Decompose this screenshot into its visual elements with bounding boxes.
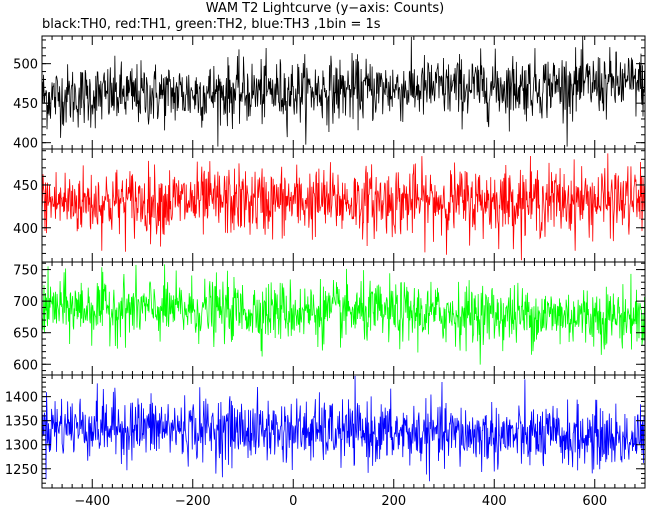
series-line-th1 (42, 153, 645, 261)
y-tick-label: 1250 (5, 463, 38, 478)
series-line-th3 (42, 375, 645, 482)
series-line-th2 (42, 264, 645, 365)
y-tick-label: 450 (13, 179, 38, 194)
x-tick-label: 600 (582, 494, 607, 505)
chart-title: WAM T2 Lightcurve (y−axis: Counts) (205, 1, 445, 16)
y-tick-label: 400 (13, 222, 38, 237)
series-line-th0 (42, 36, 645, 147)
y-tick-label: 400 (13, 137, 38, 152)
panel-th2: 600 650 700 750 (13, 261, 646, 376)
panel-th1: 400 450 (13, 148, 646, 263)
panel-th3: 1250 1300 1350 1400 (5, 374, 646, 489)
x-tick-label: 0 (289, 494, 297, 505)
y-tick-label: 500 (13, 58, 38, 73)
panel-th0: 400 450 500 (13, 35, 646, 152)
y-tick-label: 650 (13, 327, 38, 342)
x-tick-label: 400 (482, 494, 507, 505)
y-tick-label: 750 (13, 264, 38, 279)
chart-subtitle: black:TH0, red:TH1, green:TH2, blue:TH3 … (42, 17, 381, 32)
y-tick-label: 1350 (5, 415, 38, 430)
y-tick-label: 1400 (5, 391, 38, 406)
y-tick-label: 700 (13, 295, 38, 310)
x-tick-label: 200 (381, 494, 406, 505)
y-tick-label: 1300 (5, 439, 38, 454)
x-tick-label: −400 (74, 494, 110, 505)
x-tick-label: −200 (175, 494, 211, 505)
y-tick-label: 450 (13, 97, 38, 112)
y-tick-label: 600 (13, 358, 38, 373)
